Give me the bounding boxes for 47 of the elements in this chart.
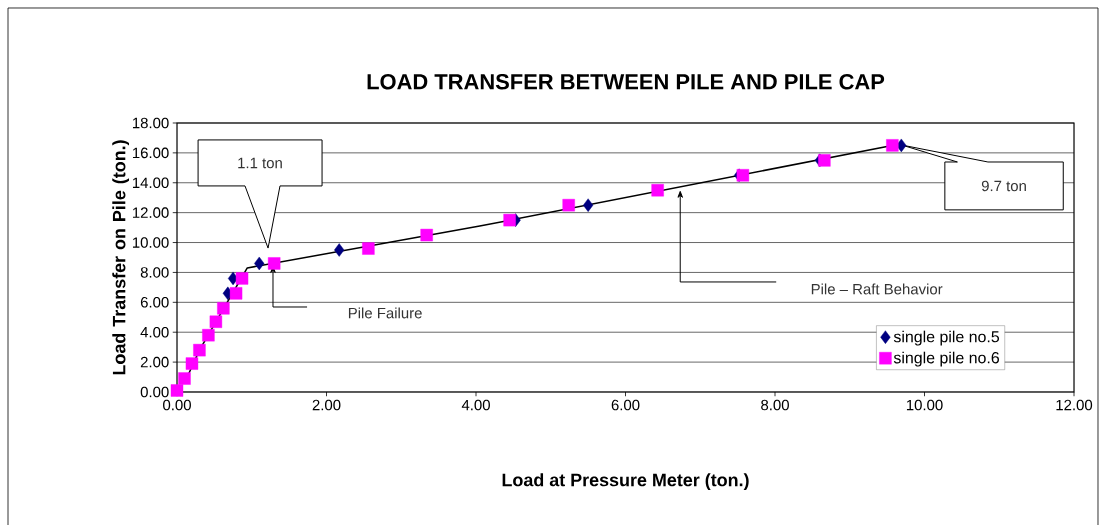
legend-label: single pile no.5: [893, 330, 1000, 346]
point: [178, 372, 191, 385]
legend-label: single pile no.6: [893, 351, 1000, 367]
y-tick-label: 12.00: [132, 207, 169, 218]
y-tick-label: 2.00: [140, 356, 169, 368]
chart-title: LOAD TRANSFER BETWEEN PILE AND PILE CAP: [367, 73, 885, 90]
annotation: 1.1 ton: [238, 157, 282, 169]
point: [267, 257, 281, 270]
x-tick-label: 12.00: [1056, 399, 1093, 411]
x-axis-title: Load at Pressure Meter (ton.): [502, 473, 749, 490]
point: [209, 315, 223, 328]
y-tick-label: 10.00: [132, 237, 169, 248]
point: [420, 228, 433, 242]
annotation: Pile Failure: [348, 307, 422, 319]
point: [886, 139, 899, 152]
point: [217, 302, 230, 315]
x-tick-label: 0.00: [163, 399, 191, 411]
point: [583, 198, 594, 212]
x-tick-label: 8.00: [761, 399, 789, 411]
point: [362, 242, 375, 255]
x-tick-label: 10.00: [906, 399, 943, 411]
y-tick-label: 14.00: [132, 177, 169, 189]
point: [736, 169, 750, 182]
y-tick-label: 16.00: [132, 147, 169, 159]
point: [170, 384, 184, 397]
point: [185, 357, 199, 370]
annotation: 9.7 ton: [981, 180, 1026, 192]
x-tick-label: 2.00: [312, 399, 341, 411]
point: [818, 154, 831, 167]
point: [651, 184, 664, 197]
point: [235, 272, 249, 285]
point: [503, 213, 516, 227]
y-tick-label: 8.00: [140, 267, 169, 278]
y-tick-label: 4.00: [140, 326, 169, 338]
y-axis-title: Load Transfer on Pile (ton.): [112, 140, 129, 375]
annotation: Pile – Raft Behavior: [811, 283, 943, 295]
x-tick-label: 4.00: [461, 399, 490, 411]
point: [334, 243, 345, 257]
point: [193, 343, 206, 357]
x-tick-label: 6.00: [611, 399, 640, 411]
y-tick-label: 18.00: [132, 117, 169, 129]
point: [202, 329, 215, 342]
y-tick-label: 0.00: [140, 386, 169, 398]
point: [229, 287, 243, 300]
point: [562, 198, 575, 212]
y-tick-label: 6.00: [140, 297, 169, 308]
point: [254, 256, 265, 271]
